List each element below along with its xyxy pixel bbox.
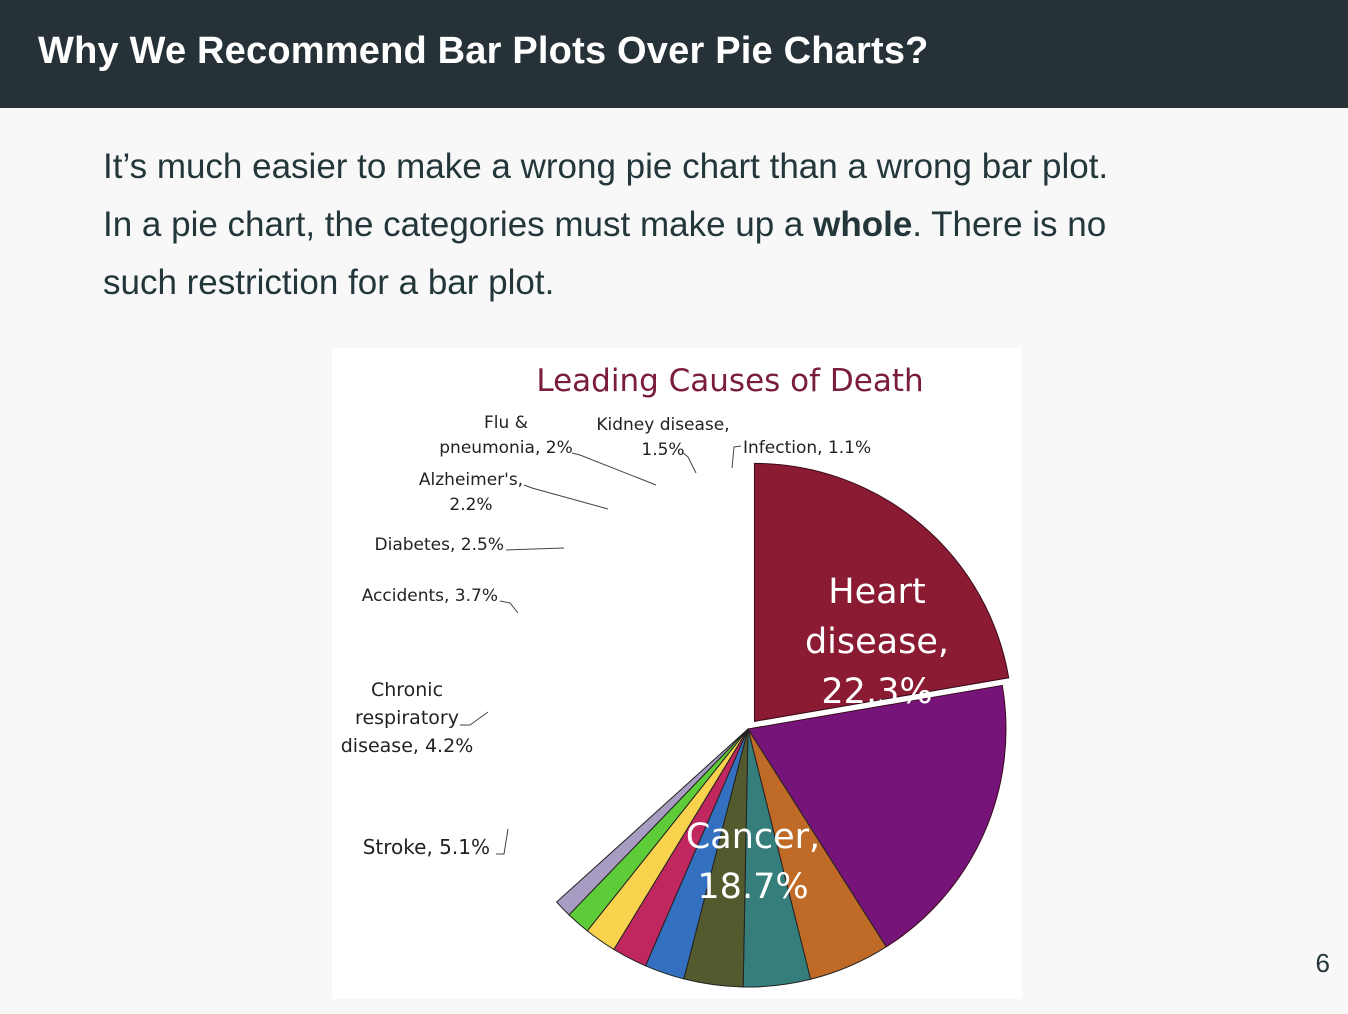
leader-line [499,600,519,614]
body-line-2-start: In a pie chart, the categories must make… [103,205,814,244]
slice-labels: Heart disease, 22.3% Cancer, 18.7% Stroke, 5.… [341,413,949,907]
page-number: 6 [1315,948,1330,978]
slice-label: Cancer, 18.7% [686,817,820,907]
leader-lines [460,445,742,855]
pie-slice [747,684,1007,948]
slice-label: Chronic respiratory disease, 4.2% [341,679,474,757]
leader-line [571,452,657,486]
pie-slices [555,462,1010,988]
leader-line [460,711,489,726]
body-line-2-bold: whole [813,205,913,244]
slice-label: Diabetes, 2.5% [375,535,504,555]
slide-title: Why We Recommend Bar Plots Over Pie Char… [38,30,929,72]
slice-label: Infection, 1.1% [743,438,871,458]
leader-line [523,484,609,510]
body-line-1: It’s much easier to make a wrong pie cha… [103,147,1109,186]
slice-label: Stroke, 5.1% [363,835,490,859]
pie-chart-image: Leading Causes of Death Heart disease, 22.… [332,348,1022,999]
leader-line [496,828,509,855]
pie-slice [555,728,749,916]
body-line-2-end: . There is no [912,205,1107,244]
leader-line [731,445,742,469]
leader-line [505,547,565,551]
slice-label: Kidney disease, 1.5% [596,415,729,460]
pie-chart: Leading Causes of Death Heart disease, 22.… [341,363,1010,988]
slide-header: Why We Recommend Bar Plots Over Pie Char… [0,0,1348,108]
slice-label: Alzheimer's, 2.2% [419,470,523,515]
pie-slice [753,462,1010,722]
leader-line [681,451,697,474]
chart-title: Leading Causes of Death [536,363,923,399]
slice-label: Accidents, 3.7% [362,586,498,606]
slice-label: Heart disease, 22.3% [805,572,949,712]
slide-body-text: It’s much easier to make a wrong pie cha… [103,138,1283,312]
slice-label: Flu & pneumonia, 2% [439,413,572,458]
body-line-3: such restriction for a bar plot. [103,263,555,302]
body-line-2: In a pie chart, the categories must make… [103,196,1283,254]
